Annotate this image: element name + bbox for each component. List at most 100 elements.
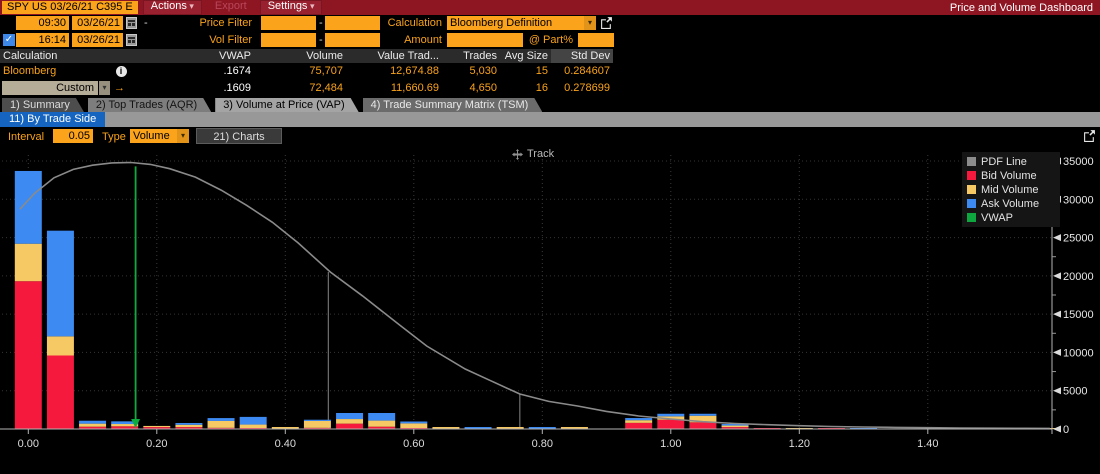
ask-segment — [625, 418, 653, 421]
security-field[interactable]: SPY US 03/26/21 C395 E — [2, 1, 138, 14]
vol-filter-max-input[interactable] — [325, 33, 380, 47]
x-tick-label: 1.20 — [789, 438, 810, 450]
vap-chart-area: 0.00 0.20 0.40 0.60 0.80 1.00 1.20 1.40 0 5000 100… — [0, 147, 1100, 474]
price-filter-max-input[interactable] — [325, 16, 380, 30]
export-menu[interactable]: Export — [206, 0, 255, 15]
interval-input[interactable]: 0.05 — [53, 129, 93, 143]
start-date-field[interactable]: 03/26/21 — [72, 16, 123, 30]
end-date-field[interactable]: 03/26/21 — [72, 33, 123, 47]
vwap-value: .1674 — [223, 65, 251, 77]
charts-button[interactable]: 21) Charts — [196, 128, 282, 144]
settings-menu[interactable]: Settings — [259, 0, 323, 15]
x-tick-label: 1.40 — [917, 438, 938, 450]
tab-1[interactable]: 1) Summary — [2, 98, 84, 112]
vap-bar[interactable] — [111, 421, 139, 429]
info-icon[interactable]: i — [115, 66, 127, 77]
actions-menu[interactable]: Actions — [142, 0, 202, 15]
x-tick-label: 1.00 — [660, 438, 681, 450]
col-value-traded: Value Trad... — [377, 50, 439, 62]
mid-segment — [657, 416, 685, 420]
vap-bar[interactable] — [560, 427, 588, 429]
vap-bar[interactable] — [239, 416, 267, 429]
std-dev-value: 0.284607 — [564, 65, 610, 77]
vap-bar[interactable] — [400, 421, 428, 429]
track-label: Track — [527, 148, 555, 160]
vap-bar[interactable] — [303, 419, 331, 429]
x-tick-label: 0.60 — [403, 438, 424, 450]
chevron-down-icon[interactable]: ▾ — [177, 129, 189, 143]
type-dropdown[interactable]: Volume — [130, 129, 177, 143]
vap-chart[interactable]: 0.00 0.20 0.40 0.60 0.80 1.00 1.20 1.40 0 5000 100… — [0, 147, 1100, 474]
page-title: Price and Volume Dashboard — [949, 1, 1093, 14]
vap-bar[interactable] — [46, 230, 74, 429]
chevron-down-icon[interactable]: ▾ — [584, 16, 596, 30]
x-tick-label: 0.40 — [275, 438, 296, 450]
calendar-icon[interactable] — [126, 34, 137, 46]
tab-3[interactable]: 3) Volume at Price (VAP) — [215, 98, 358, 112]
bid-segment — [175, 427, 203, 429]
vap-bar[interactable] — [721, 424, 749, 429]
mid-segment — [689, 415, 717, 423]
vap-bar[interactable] — [207, 418, 235, 429]
x-tick-label: 0.80 — [532, 438, 553, 450]
vap-bar[interactable] — [14, 170, 42, 429]
start-time-field[interactable]: 09:30 — [16, 16, 69, 30]
legend-label: Ask Volume — [981, 197, 1040, 210]
expand-chart-icon[interactable] — [1083, 129, 1097, 143]
vap-bar[interactable] — [657, 413, 685, 429]
avg-size-value: 15 — [535, 65, 548, 77]
legend-item[interactable]: PDF Line — [967, 155, 1055, 168]
tab-2[interactable]: 2) Top Trades (AQR) — [88, 98, 211, 112]
vap-bar[interactable] — [496, 427, 524, 429]
chevron-down-icon[interactable]: ▾ — [99, 81, 110, 95]
volume-bars[interactable] — [14, 170, 1057, 429]
legend-label: PDF Line — [981, 155, 1027, 168]
vap-bar[interactable] — [143, 425, 171, 429]
custom-calc-dropdown[interactable]: Custom — [2, 81, 98, 95]
ask-segment — [111, 421, 139, 425]
y-tick-label: 30000 — [1063, 194, 1094, 206]
vol-filter-min-input[interactable] — [261, 33, 316, 47]
range-dash: - — [319, 17, 323, 29]
std-dev-value: 0.278699 — [564, 82, 610, 94]
apply-arrow-icon[interactable]: → — [114, 82, 125, 94]
vap-bar[interactable] — [79, 420, 107, 429]
vap-bar[interactable] — [175, 423, 203, 429]
legend-item[interactable]: Ask Volume — [967, 197, 1055, 210]
legend-swatch — [967, 171, 976, 180]
legend-item[interactable]: Mid Volume — [967, 183, 1055, 196]
table-row-bloomberg: Bloomberg i .1674 75,707 12,674.88 5,030… — [0, 63, 613, 80]
vap-bar[interactable] — [336, 412, 364, 429]
move-icon — [512, 148, 523, 160]
bid-segment — [46, 355, 74, 429]
vap-bar[interactable] — [432, 427, 460, 429]
trades-value: 5,030 — [469, 65, 497, 77]
vap-bar[interactable] — [464, 427, 492, 429]
end-time-field[interactable]: 16:14 — [16, 33, 69, 47]
y-tick-label: 15000 — [1063, 309, 1094, 321]
x-tick-label: 0.00 — [18, 438, 39, 450]
col-trades: Trades — [463, 50, 497, 62]
vap-bar[interactable] — [368, 412, 396, 429]
vap-bar[interactable] — [689, 413, 717, 429]
tab-4[interactable]: 4) Trade Summary Matrix (TSM) — [363, 98, 543, 112]
vap-bar[interactable] — [271, 427, 299, 429]
end-time-checkbox[interactable]: ✓ — [3, 34, 15, 46]
part-percent-input[interactable] — [578, 33, 614, 47]
mid-segment — [721, 425, 749, 428]
legend-item[interactable]: VWAP — [967, 211, 1055, 224]
track-handle[interactable]: Track — [512, 147, 554, 161]
tab-by-trade-side[interactable]: 11) By Trade Side — [0, 112, 106, 127]
chart-controls: Interval 0.05 Type Volume ▾ 21) Charts — [0, 127, 1100, 147]
volume-value: 75,707 — [309, 65, 343, 77]
amount-input[interactable] — [447, 33, 523, 47]
price-filter-min-input[interactable] — [261, 16, 316, 30]
calendar-icon[interactable] — [126, 17, 137, 29]
bid-segment — [721, 427, 749, 429]
launch-icon[interactable] — [600, 16, 614, 30]
calculation-dropdown[interactable]: Bloomberg Definition — [447, 16, 584, 30]
legend-item[interactable]: Bid Volume — [967, 169, 1055, 182]
vap-bar[interactable] — [528, 427, 556, 429]
vap-bar[interactable] — [625, 418, 653, 429]
